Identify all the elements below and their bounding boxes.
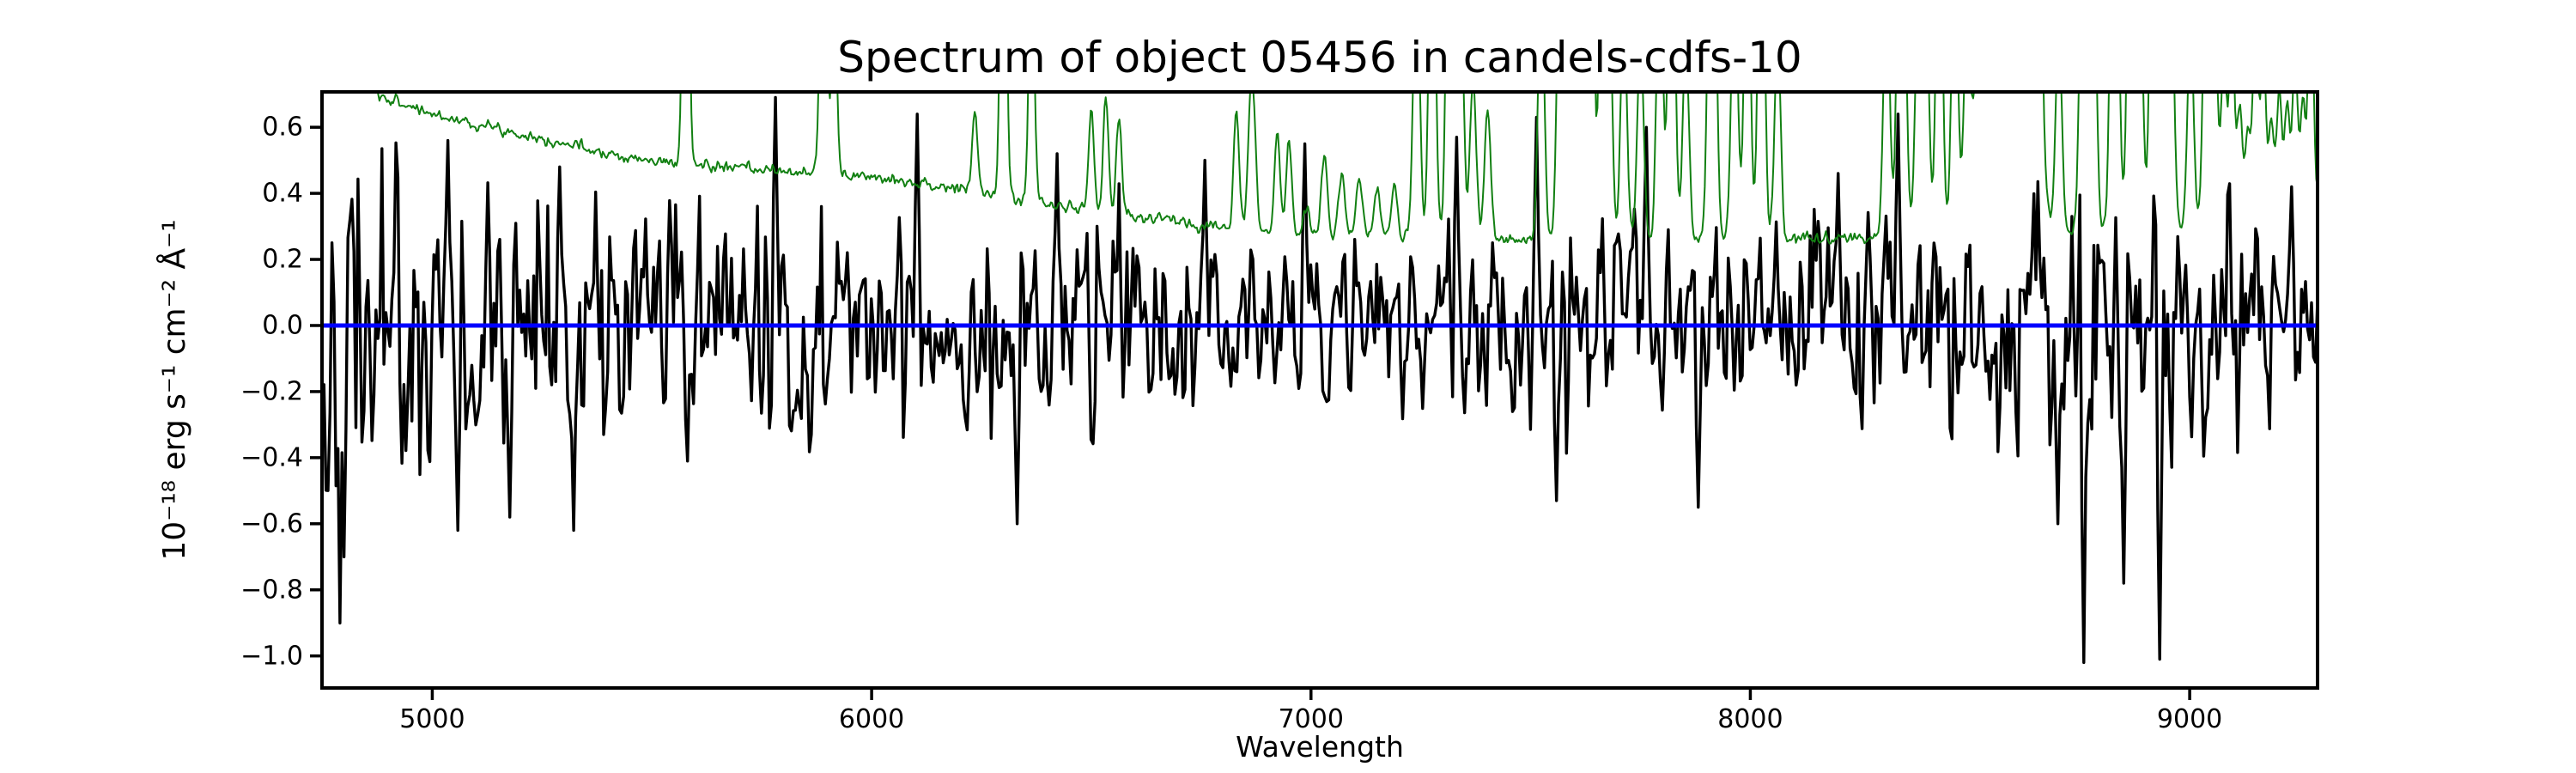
x-tick-label: 5000 (399, 704, 465, 734)
axes-spines (320, 90, 2319, 690)
x-axis-label: Wavelength (1236, 730, 1404, 764)
x-tick-label: 9000 (2156, 704, 2223, 734)
plot-area (322, 92, 2318, 665)
y-tick-label: −1.0 (240, 641, 303, 672)
y-axis-label: 10⁻¹⁸ erg s⁻¹ cm⁻² Å⁻¹ (157, 219, 192, 561)
flux-spectrum-line (322, 95, 2318, 665)
y-tick-label: −0.2 (240, 376, 303, 407)
plot-title: Spectrum of object 05456 in candels-cdfs… (837, 33, 1802, 82)
y-tick-label: −0.8 (240, 575, 303, 606)
x-tick-label: 7000 (1278, 704, 1344, 734)
y-tick-label: 0.4 (262, 178, 303, 209)
y-tick-label: −0.4 (240, 442, 303, 473)
x-tick-label: 8000 (1717, 704, 1783, 734)
y-tick-label: −0.6 (240, 508, 303, 539)
y-tick-label: 0.0 (262, 310, 303, 341)
y-tick-label: 0.6 (262, 112, 303, 143)
x-tick-label: 6000 (838, 704, 905, 734)
y-tick-label: 0.2 (262, 244, 303, 275)
